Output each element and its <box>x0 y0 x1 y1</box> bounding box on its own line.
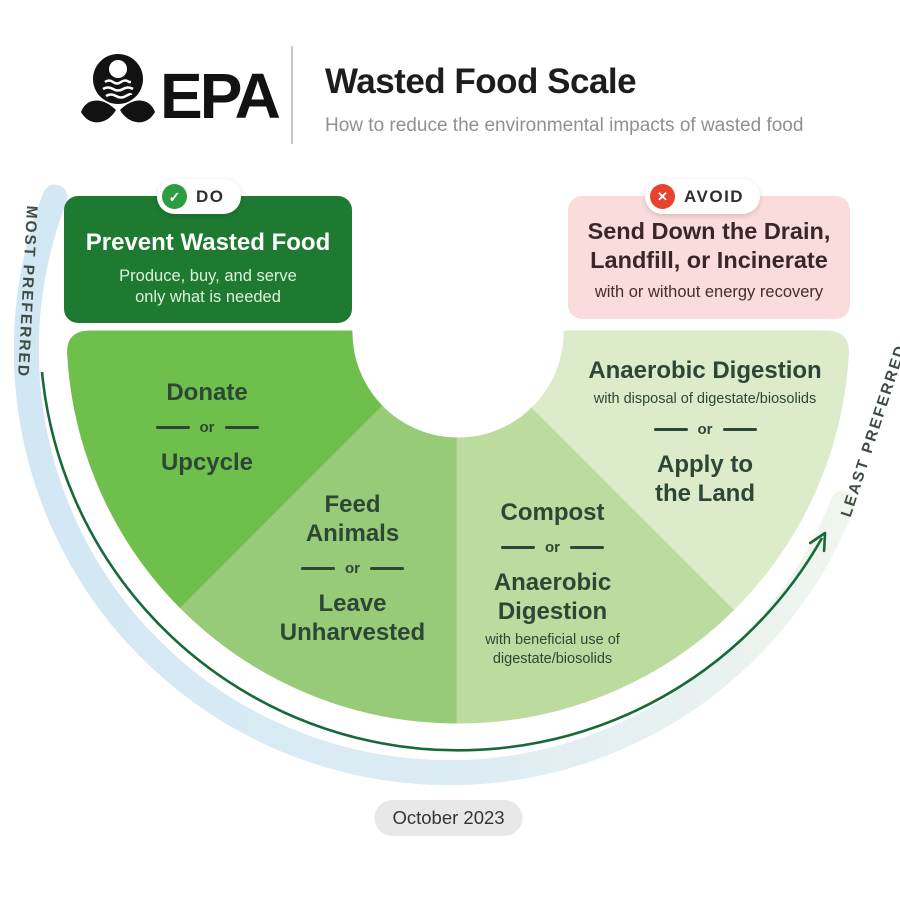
or-rule <box>722 428 757 431</box>
do-badge-label: DO <box>196 186 225 206</box>
or-divider: or <box>82 419 332 436</box>
avoid-badge-label: AVOID <box>684 186 745 206</box>
prevent-card: Prevent Wasted Food Produce, buy, and se… <box>64 196 352 323</box>
or-rule <box>570 546 604 549</box>
or-divider: or <box>565 421 845 438</box>
page-subtitle: How to reduce the environmental impacts … <box>325 115 804 136</box>
option-donate: Donate <box>166 379 248 406</box>
date-badge: October 2023 <box>374 800 523 836</box>
prevent-subtitle-line-1: Produce, buy, and serve <box>119 267 297 285</box>
prevent-subtitle: Produce, buy, and serve only what is nee… <box>64 266 352 309</box>
or-divider: or <box>440 539 665 556</box>
or-rule <box>155 426 190 429</box>
avoid-badge: ✕ AVOID <box>645 179 761 214</box>
x-icon: ✕ <box>650 184 675 209</box>
avoid-title: Send Down the Drain, Landfill, or Incine… <box>568 217 850 274</box>
or-rule <box>301 567 335 570</box>
option-feed-animals: Feed Animals <box>305 491 400 548</box>
option-anaerobic-digestion-disposal: Anaerobic Digestion <box>588 357 822 384</box>
segment-note: with beneficial use of digestate/biosoli… <box>485 632 620 667</box>
epa-flower-icon <box>81 54 155 123</box>
avoid-title-line-1: Send Down the Drain, <box>587 218 831 244</box>
or-label: or <box>345 560 360 578</box>
or-rule <box>224 426 259 429</box>
option-compost: Compost <box>500 499 605 526</box>
epa-logo: EPA <box>78 52 281 140</box>
option-apply-to-the-land: Apply to the Land <box>655 450 755 507</box>
page-title: Wasted Food Scale <box>325 62 637 101</box>
segment-compost-or-anaerobic-digestion <box>456 406 736 724</box>
do-badge: ✓ DO <box>157 179 241 214</box>
avoid-card: Send Down the Drain, Landfill, or Incine… <box>568 196 850 319</box>
option-upcycle: Upcycle <box>160 449 254 477</box>
or-label: or <box>697 420 713 438</box>
segment-anaerobic-digestion-or-apply-to-the-land <box>532 330 849 610</box>
title-block: Wasted Food Scale How to reduce the envi… <box>325 62 803 137</box>
segment-label-feed-animals-or-leave-unharvested: Feed Animals or Leave Unharvested <box>240 490 465 647</box>
or-rule <box>653 428 688 431</box>
prevent-subtitle-line-2: only what is needed <box>135 288 281 307</box>
or-label: or <box>199 419 215 437</box>
check-icon: ✓ <box>162 184 187 209</box>
avoid-subtitle: with or without energy recovery <box>594 283 824 302</box>
or-divider: or <box>240 560 465 577</box>
preference-band <box>13 184 856 786</box>
segment-note: with disposal of digestate/biosolids <box>593 391 817 408</box>
or-rule <box>501 546 535 549</box>
segment-feed-animals-or-leave-unharvested <box>180 406 460 724</box>
segment-donate-or-upcycle <box>67 330 384 610</box>
avoid-title-line-2: Landfill, or Incinerate <box>590 246 828 273</box>
header: EPA <box>78 52 281 140</box>
or-rule <box>370 567 404 570</box>
option-anaerobic-digestion: Anaerobic Digestion <box>493 569 612 626</box>
prevent-title: Prevent Wasted Food <box>85 229 331 256</box>
header-divider <box>291 46 293 144</box>
epa-logo-text: EPA <box>160 60 281 132</box>
segment-label-anaerobic-digestion-or-apply-to-the-land: Anaerobic Digestion with disposal of dig… <box>565 356 845 508</box>
segment-label-compost-or-anaerobic-digestion: Compost or Anaerobic Digestion with bene… <box>440 498 665 669</box>
option-leave-unharvested: Leave Unharvested <box>279 590 426 647</box>
preference-arrow <box>40 371 824 752</box>
segment-label-donate-or-upcycle: Donate or Upcycle <box>82 378 332 477</box>
or-label: or <box>545 539 560 557</box>
arrowhead-icon <box>808 531 827 553</box>
